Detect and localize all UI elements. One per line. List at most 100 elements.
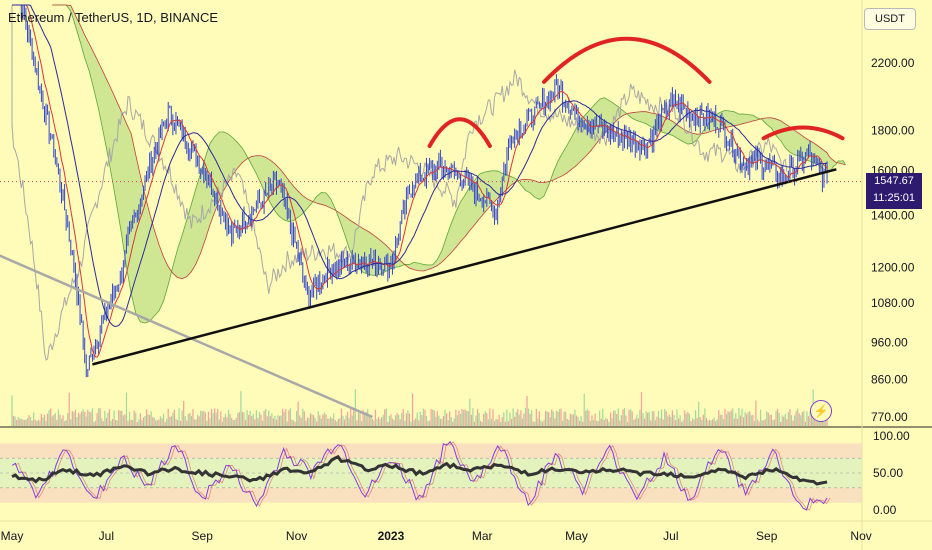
volume-bar xyxy=(118,410,120,426)
volume-bar xyxy=(781,415,783,426)
volume-bar xyxy=(691,418,694,426)
volume-bar xyxy=(394,415,397,426)
volume-bar xyxy=(189,413,191,426)
volume-bar xyxy=(186,420,188,426)
volume-bar xyxy=(159,416,162,426)
volume-bar xyxy=(716,419,718,426)
volume-bar xyxy=(487,419,489,426)
last-price-value: 1547.67 xyxy=(874,175,914,187)
volume-bar xyxy=(418,420,420,426)
volume-bar xyxy=(252,414,254,426)
volume-bar xyxy=(357,412,360,426)
volume-bar xyxy=(529,413,531,426)
volume-bar xyxy=(59,414,61,426)
volume-bar xyxy=(237,413,239,426)
volume-bar xyxy=(401,412,403,426)
volume-bar xyxy=(98,408,100,426)
volume-bar xyxy=(515,411,517,426)
volume-bar xyxy=(314,418,316,426)
volume-bar xyxy=(780,421,782,426)
volume-bar xyxy=(671,410,673,426)
volume-bar xyxy=(506,409,508,426)
volume-bar xyxy=(783,416,785,426)
volume-bar xyxy=(362,409,364,426)
volume-bar xyxy=(759,409,762,426)
volume-bar xyxy=(690,421,692,426)
volume-bar xyxy=(540,420,542,426)
volume-bar xyxy=(798,413,800,426)
volume-bar xyxy=(445,413,448,426)
volume-bar xyxy=(650,420,652,426)
volume-bar xyxy=(654,420,656,426)
volume-bar xyxy=(169,417,171,426)
volume-bar xyxy=(704,408,706,426)
volume-bar xyxy=(478,412,480,426)
volume-bar xyxy=(619,420,621,426)
price-tick-label: 1400.00 xyxy=(871,208,915,222)
volume-bar xyxy=(184,416,186,426)
volume-bar xyxy=(215,412,217,426)
volume-bar xyxy=(565,411,567,426)
volume-bar xyxy=(719,414,721,426)
volume-bar xyxy=(167,408,169,426)
volume-bar xyxy=(88,411,90,426)
volume-bar xyxy=(122,415,124,426)
volume-bar xyxy=(538,411,540,426)
volume-bar xyxy=(764,419,766,426)
volume-bar xyxy=(337,419,339,426)
volume-bar xyxy=(62,415,64,426)
volume-bar xyxy=(606,419,609,426)
volume-bar xyxy=(594,413,596,426)
volume-bar xyxy=(824,417,827,426)
volume-bar xyxy=(662,419,664,426)
volume-bar xyxy=(221,421,223,426)
lagging-span xyxy=(11,5,788,361)
volume-bar xyxy=(85,416,87,426)
volume-bar xyxy=(214,408,216,426)
volume-bar xyxy=(48,410,50,426)
volume-bar xyxy=(467,411,469,426)
volume-bar xyxy=(388,416,390,426)
volume-bar xyxy=(234,420,236,426)
stoch-d-line xyxy=(14,441,831,511)
volume-bar xyxy=(68,392,70,426)
volume-bar xyxy=(476,409,479,426)
volume-bar xyxy=(684,410,686,426)
volume-bar xyxy=(152,417,154,426)
lightning-icon[interactable]: ⚡ xyxy=(810,400,832,422)
volume-bar xyxy=(379,419,381,426)
volume-bar xyxy=(682,419,684,426)
volume-bar xyxy=(713,417,715,426)
volume-bar xyxy=(20,418,22,426)
volume-bar xyxy=(732,408,734,426)
volume-bar xyxy=(257,417,259,426)
volume-bar xyxy=(552,411,554,426)
volume-bar xyxy=(730,410,732,426)
volume-bar xyxy=(625,415,627,426)
volume-bar xyxy=(753,420,755,426)
volume-bar xyxy=(223,417,225,426)
volume-bar xyxy=(124,414,126,426)
volume-bar xyxy=(455,409,457,426)
price-tick-label: 960.00 xyxy=(871,336,908,350)
leading-span-a xyxy=(52,4,846,324)
volume-bar xyxy=(111,419,114,426)
volume-bar xyxy=(427,421,429,426)
volume-bar xyxy=(636,414,638,426)
volume-bar xyxy=(65,420,67,426)
currency-button[interactable]: USDT xyxy=(864,8,916,30)
volume-bar xyxy=(232,419,234,426)
volume-bar xyxy=(708,419,711,426)
volume-bar xyxy=(285,408,287,426)
volume-bar xyxy=(29,417,32,426)
volume-bar xyxy=(136,421,138,426)
volume-bar xyxy=(45,420,47,426)
volume-bar xyxy=(240,391,242,426)
volume-bar xyxy=(231,417,233,426)
volume-bar xyxy=(439,418,442,426)
volume-bar xyxy=(244,420,247,426)
volume-bar xyxy=(212,413,214,426)
volume-bar xyxy=(790,415,793,426)
